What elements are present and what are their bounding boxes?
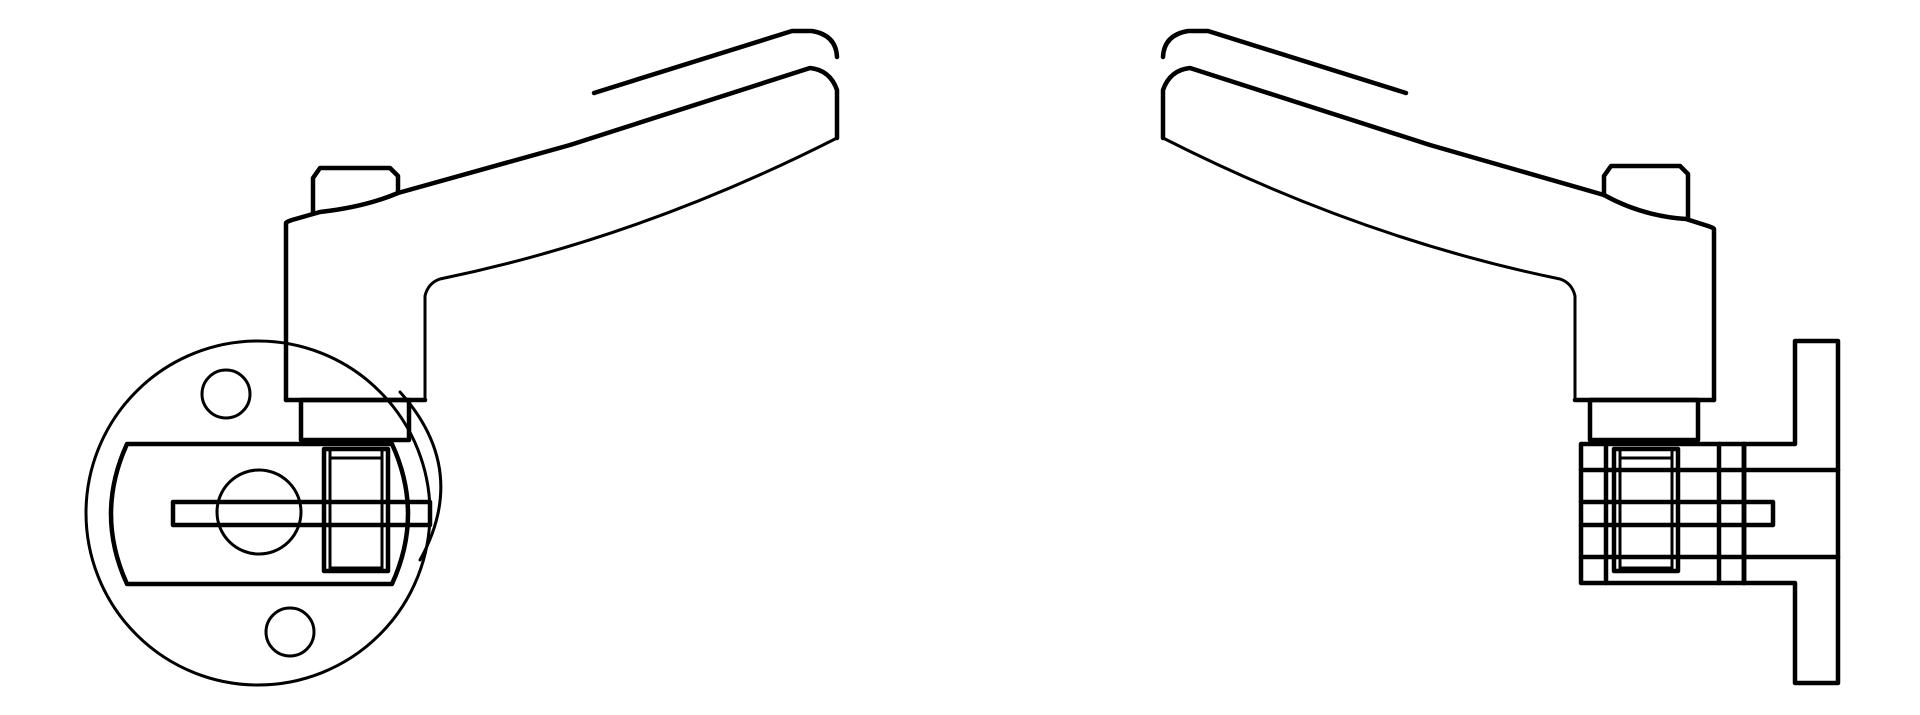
right-view	[1160, 28, 1841, 686]
left-flange-bore	[215, 468, 303, 556]
right-lever-stud	[1601, 163, 1691, 222]
left-flange-slot	[170, 499, 433, 528]
right-hub-collar	[1587, 397, 1701, 443]
left-hub	[298, 397, 412, 574]
right-flange-crosslines	[1578, 467, 1841, 560]
right-lever-lower-edge	[1161, 136, 1577, 402]
right-rect-flange	[1578, 338, 1841, 686]
left-lever-upper-edge	[283, 65, 840, 403]
left-round-flange	[84, 339, 443, 687]
right-stud-thread-lines	[1618, 447, 1674, 573]
left-lever-stud	[310, 165, 401, 216]
left-stud-thread-lines	[328, 447, 384, 573]
right-flange-dividers	[1603, 441, 1747, 586]
left-lever-handle	[283, 28, 840, 403]
left-flange-body	[108, 441, 411, 587]
left-threaded-stud	[321, 446, 391, 574]
left-flange-inner-arc	[398, 390, 443, 562]
left-flange-hole-bottom	[264, 606, 316, 658]
right-lever-ridge	[1160, 28, 1409, 96]
left-hub-collar	[298, 397, 412, 443]
right-hub	[1587, 397, 1701, 574]
left-flange-hole-top	[200, 368, 252, 420]
right-lever-handle	[1160, 28, 1717, 403]
left-flange-outer-circle	[84, 339, 432, 687]
left-lever-lower-edge	[423, 136, 839, 402]
right-flange-plate	[1741, 338, 1841, 686]
left-view	[84, 28, 840, 687]
right-threaded-stud	[1611, 446, 1681, 574]
right-lever-upper-edge	[1160, 65, 1717, 403]
left-lever-ridge	[591, 28, 840, 96]
